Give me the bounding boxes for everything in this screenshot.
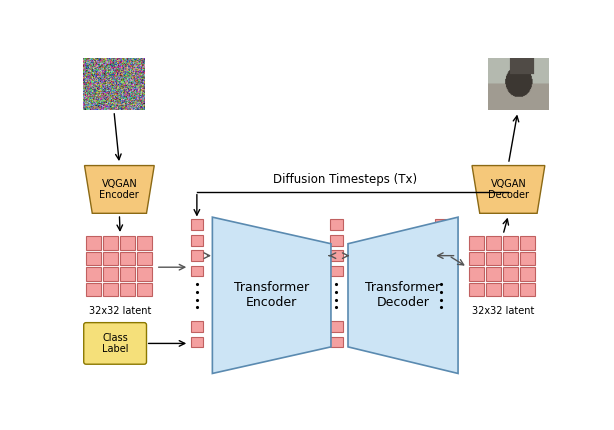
Bar xyxy=(520,252,535,265)
Bar xyxy=(503,252,518,265)
Text: Transformer
Decoder: Transformer Decoder xyxy=(365,281,441,309)
Bar xyxy=(191,219,203,230)
Bar xyxy=(86,283,101,296)
Text: Diffusion Timesteps (Tx): Diffusion Timesteps (Tx) xyxy=(273,172,417,186)
Bar xyxy=(435,337,447,347)
Text: VQGAN
Encoder: VQGAN Encoder xyxy=(99,178,139,200)
Bar xyxy=(103,252,118,265)
Bar xyxy=(137,252,152,265)
Bar xyxy=(191,235,203,246)
Polygon shape xyxy=(85,166,154,213)
Bar xyxy=(486,283,501,296)
Bar xyxy=(120,237,135,250)
Bar xyxy=(486,237,501,250)
Bar xyxy=(330,219,343,230)
Bar xyxy=(103,267,118,281)
Bar xyxy=(435,250,447,261)
Bar xyxy=(503,267,518,281)
Text: VQGAN
Decoder: VQGAN Decoder xyxy=(488,178,529,200)
Bar xyxy=(86,252,101,265)
Bar xyxy=(469,237,484,250)
Bar xyxy=(137,283,152,296)
Bar xyxy=(191,321,203,332)
Bar xyxy=(435,321,447,332)
Bar xyxy=(103,237,118,250)
Bar xyxy=(520,267,535,281)
Bar xyxy=(469,283,484,296)
Bar xyxy=(486,267,501,281)
Bar xyxy=(330,235,343,246)
Bar xyxy=(191,337,203,347)
Bar xyxy=(469,267,484,281)
Bar xyxy=(191,250,203,261)
Bar xyxy=(503,237,518,250)
Text: Transformer
Encoder: Transformer Encoder xyxy=(234,281,309,309)
Bar xyxy=(86,237,101,250)
Bar xyxy=(435,266,447,276)
Bar xyxy=(435,235,447,246)
Polygon shape xyxy=(212,217,331,374)
Bar xyxy=(520,283,535,296)
Bar xyxy=(330,266,343,276)
Text: 32x32 latent: 32x32 latent xyxy=(472,306,534,316)
Bar xyxy=(330,337,343,347)
Text: Class
Label: Class Label xyxy=(102,333,128,354)
Bar xyxy=(503,283,518,296)
Bar xyxy=(137,267,152,281)
Bar xyxy=(435,219,447,230)
FancyBboxPatch shape xyxy=(84,322,147,364)
Bar xyxy=(103,283,118,296)
Bar xyxy=(86,267,101,281)
Bar xyxy=(120,252,135,265)
Bar xyxy=(191,266,203,276)
Bar xyxy=(137,237,152,250)
Bar xyxy=(330,321,343,332)
Text: 32x32 latent: 32x32 latent xyxy=(89,306,151,316)
Bar xyxy=(469,252,484,265)
Bar xyxy=(330,250,343,261)
Polygon shape xyxy=(348,217,458,374)
Bar xyxy=(120,283,135,296)
Bar xyxy=(486,252,501,265)
Bar xyxy=(120,267,135,281)
Bar xyxy=(520,237,535,250)
Polygon shape xyxy=(472,166,545,213)
